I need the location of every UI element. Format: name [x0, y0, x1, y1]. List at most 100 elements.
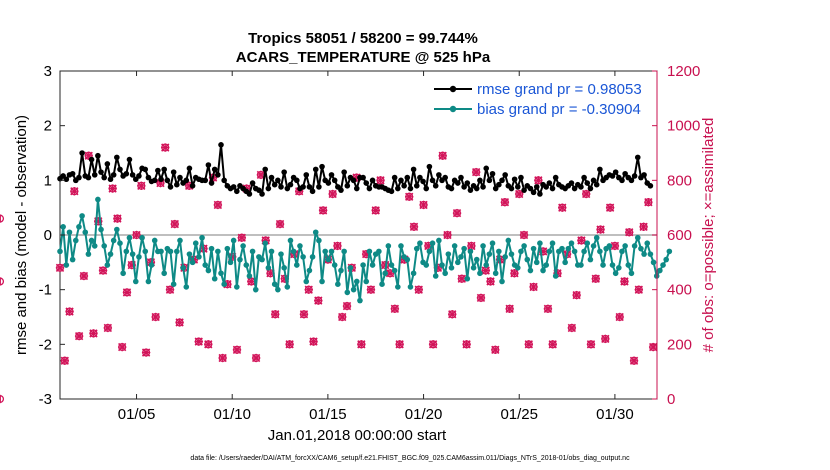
y-left-tick-label: -2 [39, 336, 52, 353]
bias-point [91, 243, 98, 249]
bias-point [148, 262, 155, 268]
rmse-point [126, 156, 133, 163]
bias-point [612, 270, 619, 277]
obs-assimilated-point [232, 345, 242, 354]
obs-assimilated-point [342, 301, 352, 311]
bias-point [376, 248, 382, 255]
bias-point [521, 243, 527, 249]
bias-point [559, 245, 565, 252]
bias-point [259, 256, 265, 263]
rmse-point [395, 185, 401, 192]
bias-point [82, 229, 89, 236]
rmse-point [287, 181, 294, 188]
obs-assimilated-point [462, 340, 471, 349]
rmse-point [158, 176, 164, 183]
bias-point [303, 278, 310, 285]
obs-assimilated-point [89, 329, 98, 338]
bias-point [537, 240, 543, 246]
rmse-point [155, 167, 161, 174]
bias-point [634, 234, 641, 241]
bias-point [297, 243, 303, 249]
rmse-point [464, 180, 471, 186]
obs-assimilated-point [371, 206, 380, 215]
bias-point [549, 240, 556, 246]
bias-point [202, 262, 209, 268]
rmse-point [492, 185, 499, 192]
rmse-point [628, 177, 635, 184]
obs-assimilated-point [98, 266, 108, 275]
bias-point [388, 262, 395, 268]
bias-point [196, 254, 202, 260]
obs-assimilated-point [558, 203, 567, 212]
bias-point [341, 248, 347, 255]
obs-assimilated-point [395, 340, 404, 349]
obs-assimilated-point [615, 312, 624, 322]
rmse-point [511, 176, 518, 183]
obs-assimilated-point [486, 277, 495, 286]
rmse-point [167, 184, 174, 190]
obs-assimilated-point [74, 331, 84, 341]
bias-point [79, 213, 85, 219]
rmse-point [284, 185, 291, 192]
bias-point [502, 254, 508, 260]
bias-point [467, 248, 474, 255]
bias-point [167, 248, 174, 255]
rmse-point [145, 174, 152, 181]
rmse-point [309, 188, 316, 195]
bias-point [473, 256, 480, 263]
obs-assimilated-point [55, 263, 65, 272]
rmse-point [634, 154, 641, 161]
bias-point [432, 273, 439, 279]
rmse-point [328, 172, 335, 178]
bias-point [606, 243, 613, 249]
bias-point [650, 259, 657, 266]
bias-point [234, 284, 240, 290]
bias-point [417, 240, 423, 246]
bias-point [120, 270, 126, 277]
obs-assimilated-point [605, 203, 615, 212]
bias-point [312, 229, 319, 236]
y-left-tick-label: 2 [44, 118, 52, 135]
y-right-tick-label: 400 [667, 282, 692, 299]
rmse-point [218, 142, 224, 148]
rmse-point [234, 188, 240, 195]
rmse-point [161, 166, 167, 173]
chart-title-line1: Tropics 58051 / 58200 = 99.744% [248, 30, 478, 47]
obs-assimilated-point [428, 340, 438, 349]
bias-point [186, 251, 193, 257]
bias-point [382, 270, 388, 277]
rmse-point [259, 191, 265, 197]
bias-point [218, 270, 224, 277]
obs-assimilated-point [629, 356, 639, 365]
obs-assimilated-point [448, 310, 457, 319]
bias-point [328, 248, 335, 255]
rmse-point [177, 174, 183, 181]
bias-point [240, 243, 246, 249]
bias-point [445, 251, 452, 257]
legend-bias-marker [449, 105, 457, 113]
rmse-point [552, 174, 559, 181]
bias-point [638, 245, 644, 252]
bias-point [505, 237, 512, 244]
obs-assimilated-point [548, 340, 557, 349]
rmse-point [609, 173, 616, 179]
bias-point [455, 259, 461, 266]
obs-assimilated-point [79, 271, 89, 281]
rmse-point [473, 185, 480, 192]
bias-point [208, 245, 215, 252]
bias-point [252, 286, 259, 293]
rmse-point [85, 174, 92, 181]
obs-assimilated-point [108, 184, 117, 193]
bias-point [290, 248, 297, 255]
bias-point [641, 251, 647, 257]
bias-point [581, 248, 587, 255]
bias-point [325, 256, 332, 263]
bias-point [151, 237, 158, 244]
bias-point [571, 248, 578, 255]
rmse-point [448, 185, 455, 192]
rmse-point [388, 188, 395, 195]
bias-point [492, 270, 499, 277]
obs-assimilated-point [376, 176, 385, 185]
obs-assimilated-point [251, 353, 261, 363]
obs-assimilated-point [452, 208, 462, 218]
